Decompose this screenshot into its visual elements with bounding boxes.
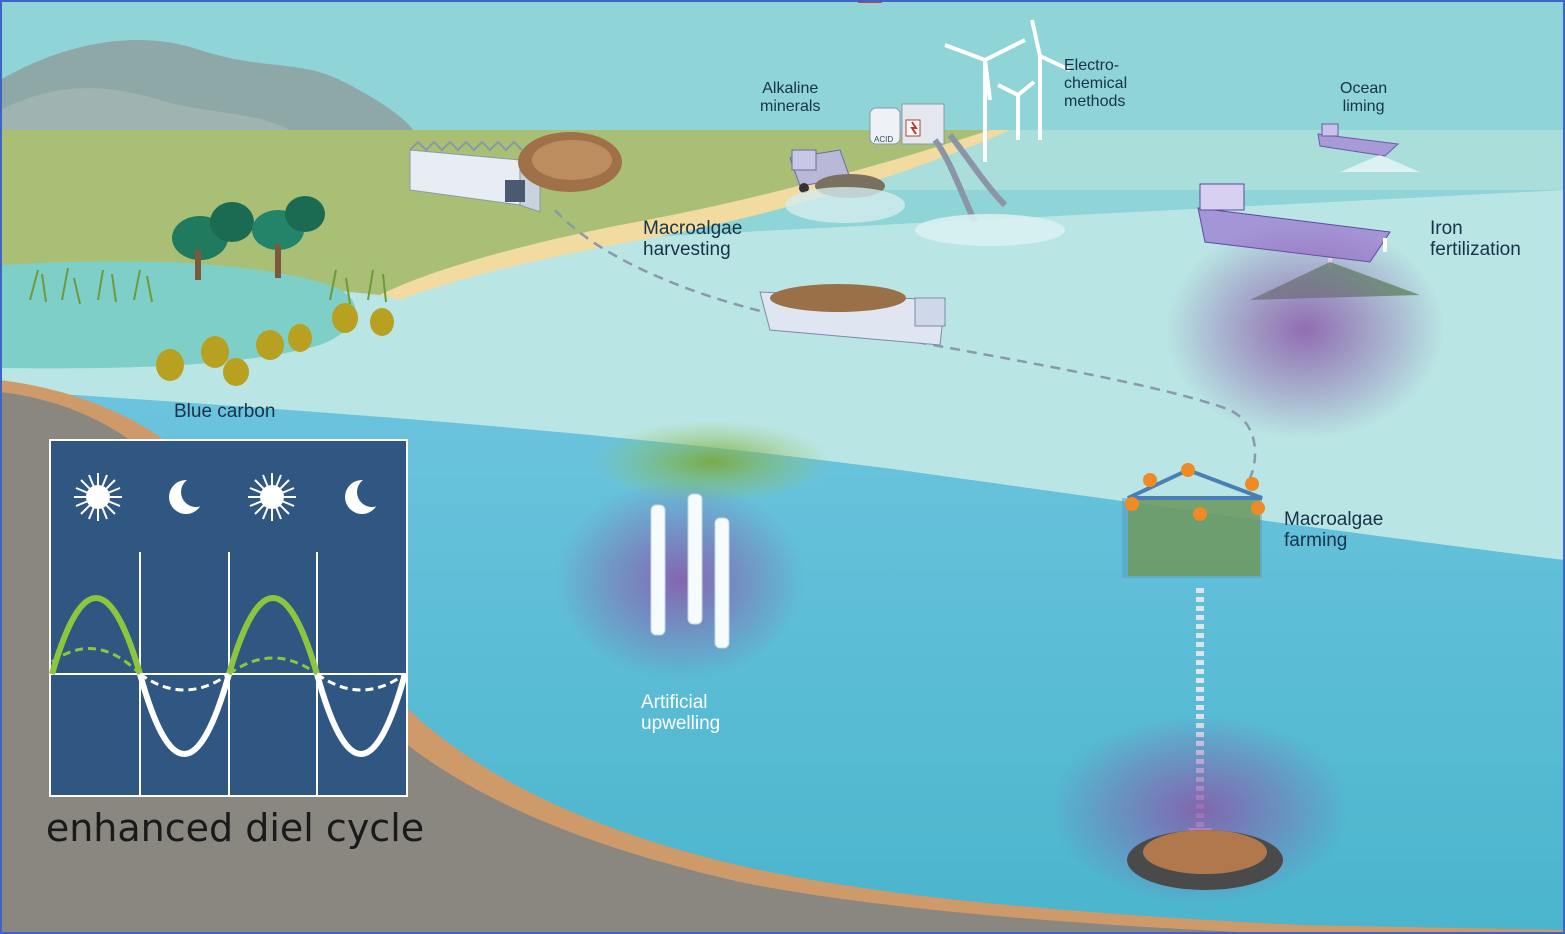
label-alkaline-minerals: Alkaline minerals <box>760 80 821 115</box>
mineral-ripple <box>785 187 905 223</box>
outflow-pipe-1 <box>932 138 978 224</box>
processing-facility <box>409 140 541 213</box>
enhanced-night-curve-1 <box>137 673 232 757</box>
baseline-night-curve-2 <box>316 672 406 692</box>
label-blue-carbon: Blue carbon <box>174 401 276 422</box>
baseline-day-curve-1 <box>51 647 142 676</box>
label-electrochemical-methods: Electro- chemical methods <box>1064 57 1128 110</box>
sun-icon <box>74 473 122 521</box>
seafloor-sediment <box>0 392 1280 934</box>
label-ocean-liming: Ocean liming <box>1340 80 1388 115</box>
label-iron-fertilization: Iron fertilization <box>1430 218 1521 261</box>
algae-pile-texture <box>532 140 612 180</box>
baseline-day-curve-2 <box>228 656 318 676</box>
iron-plume-purple <box>1165 220 1445 440</box>
moon-icon <box>345 477 387 514</box>
acid-tank-label: ACID <box>874 135 893 144</box>
outflow-ripple <box>915 214 1065 246</box>
electrochemical-plant: ACID <box>869 103 945 145</box>
lime-spray <box>1340 155 1420 172</box>
algae-cargo-boat <box>759 284 946 346</box>
mangrove-forest <box>172 196 325 280</box>
upwelling-purple-plume <box>555 480 805 680</box>
outflow-pipe-2 <box>947 133 1008 208</box>
wind-turbines <box>944 19 1071 162</box>
label-macroalgae-farming: Macroalgae farming <box>1284 509 1384 552</box>
macroalgae-farm <box>1122 463 1265 578</box>
sunken-algae-pile <box>1143 830 1267 874</box>
inset-caption: enhanced diel cycle <box>45 806 425 850</box>
moon-icon <box>169 477 211 514</box>
coastal-land <box>0 130 990 295</box>
label-macroalgae-harvesting: Macroalgae harvesting <box>643 218 743 261</box>
upwelling-pipes <box>650 493 730 649</box>
seaweed-clumps <box>156 303 394 386</box>
baseline-night-curve-1 <box>139 672 230 692</box>
liming-boat <box>1317 123 1400 157</box>
seagrass-meadow <box>29 267 387 305</box>
beach-sand <box>380 130 1010 300</box>
enhanced-day-curve-2 <box>226 595 320 675</box>
sun-icon <box>248 473 296 521</box>
label-artificial-upwelling: Artificial upwelling <box>641 692 721 735</box>
enhanced-day-curve-1 <box>49 595 143 675</box>
enhanced-night-curve-2 <box>314 673 408 757</box>
